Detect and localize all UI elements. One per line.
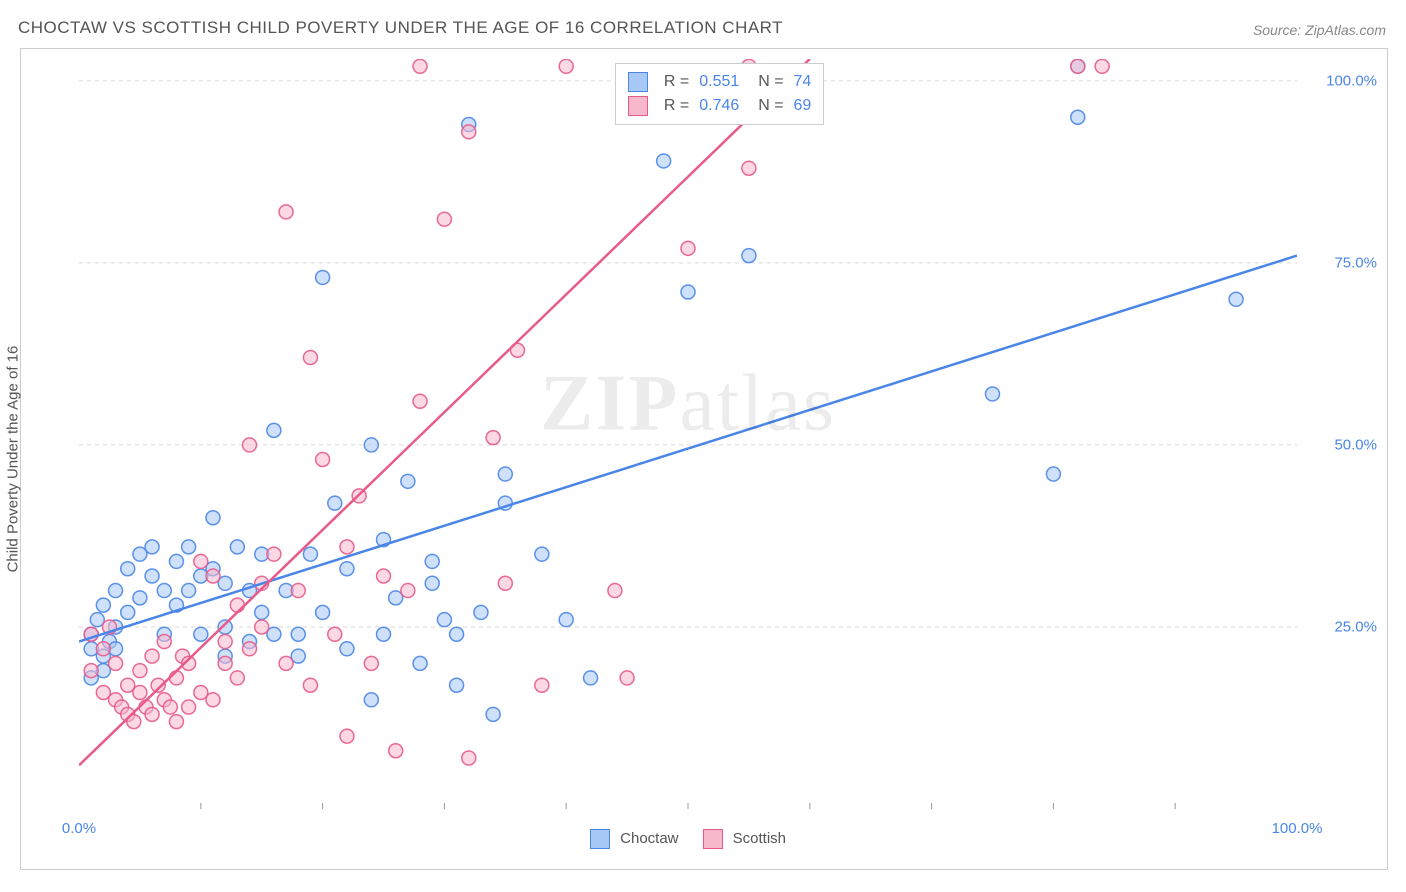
stat-n-scottish: 69 <box>794 97 812 115</box>
chart-outer-border: Child Poverty Under the Age of 16 ZIPatl… <box>20 48 1388 870</box>
stat-n-choctaw: 74 <box>794 73 812 91</box>
stat-label-r: R = <box>664 73 689 91</box>
stat-label-n: N = <box>749 73 783 91</box>
x-tick-label: 100.0% <box>1272 820 1323 837</box>
chart-container: CHOCTAW VS SCOTTISH CHILD POVERTY UNDER … <box>0 0 1406 892</box>
y-tick-label: 25.0% <box>1334 618 1377 635</box>
x-tick-label: 0.0% <box>62 820 96 837</box>
bottom-legend: Choctaw Scottish <box>590 829 786 849</box>
y-tick-label: 50.0% <box>1334 436 1377 453</box>
scatter-plot-svg <box>79 59 1297 809</box>
y-axis-label: Child Poverty Under the Age of 16 <box>5 346 22 573</box>
source-attribution: Source: ZipAtlas.com <box>1253 22 1386 38</box>
swatch-choctaw <box>628 72 648 92</box>
legend-item-choctaw: Choctaw <box>590 829 679 849</box>
legend-label: Scottish <box>733 830 786 847</box>
swatch-choctaw <box>590 829 610 849</box>
swatch-scottish <box>628 96 648 116</box>
chart-title: CHOCTAW VS SCOTTISH CHILD POVERTY UNDER … <box>18 18 783 38</box>
y-tick-label: 100.0% <box>1326 72 1377 89</box>
plot-area: ZIPatlas R = 0.551 N = 74 R = 0.746 N = … <box>79 59 1297 809</box>
stats-row-scottish: R = 0.746 N = 69 <box>628 94 811 118</box>
swatch-scottish <box>703 829 723 849</box>
stat-label-n: N = <box>749 97 783 115</box>
stats-legend-box: R = 0.551 N = 74 R = 0.746 N = 69 <box>615 63 824 125</box>
legend-item-scottish: Scottish <box>703 829 787 849</box>
stats-row-choctaw: R = 0.551 N = 74 <box>628 70 811 94</box>
stat-label-r: R = <box>664 97 689 115</box>
y-tick-label: 75.0% <box>1334 254 1377 271</box>
stat-r-scottish: 0.746 <box>699 97 739 115</box>
stat-r-choctaw: 0.551 <box>699 73 739 91</box>
legend-label: Choctaw <box>620 830 678 847</box>
